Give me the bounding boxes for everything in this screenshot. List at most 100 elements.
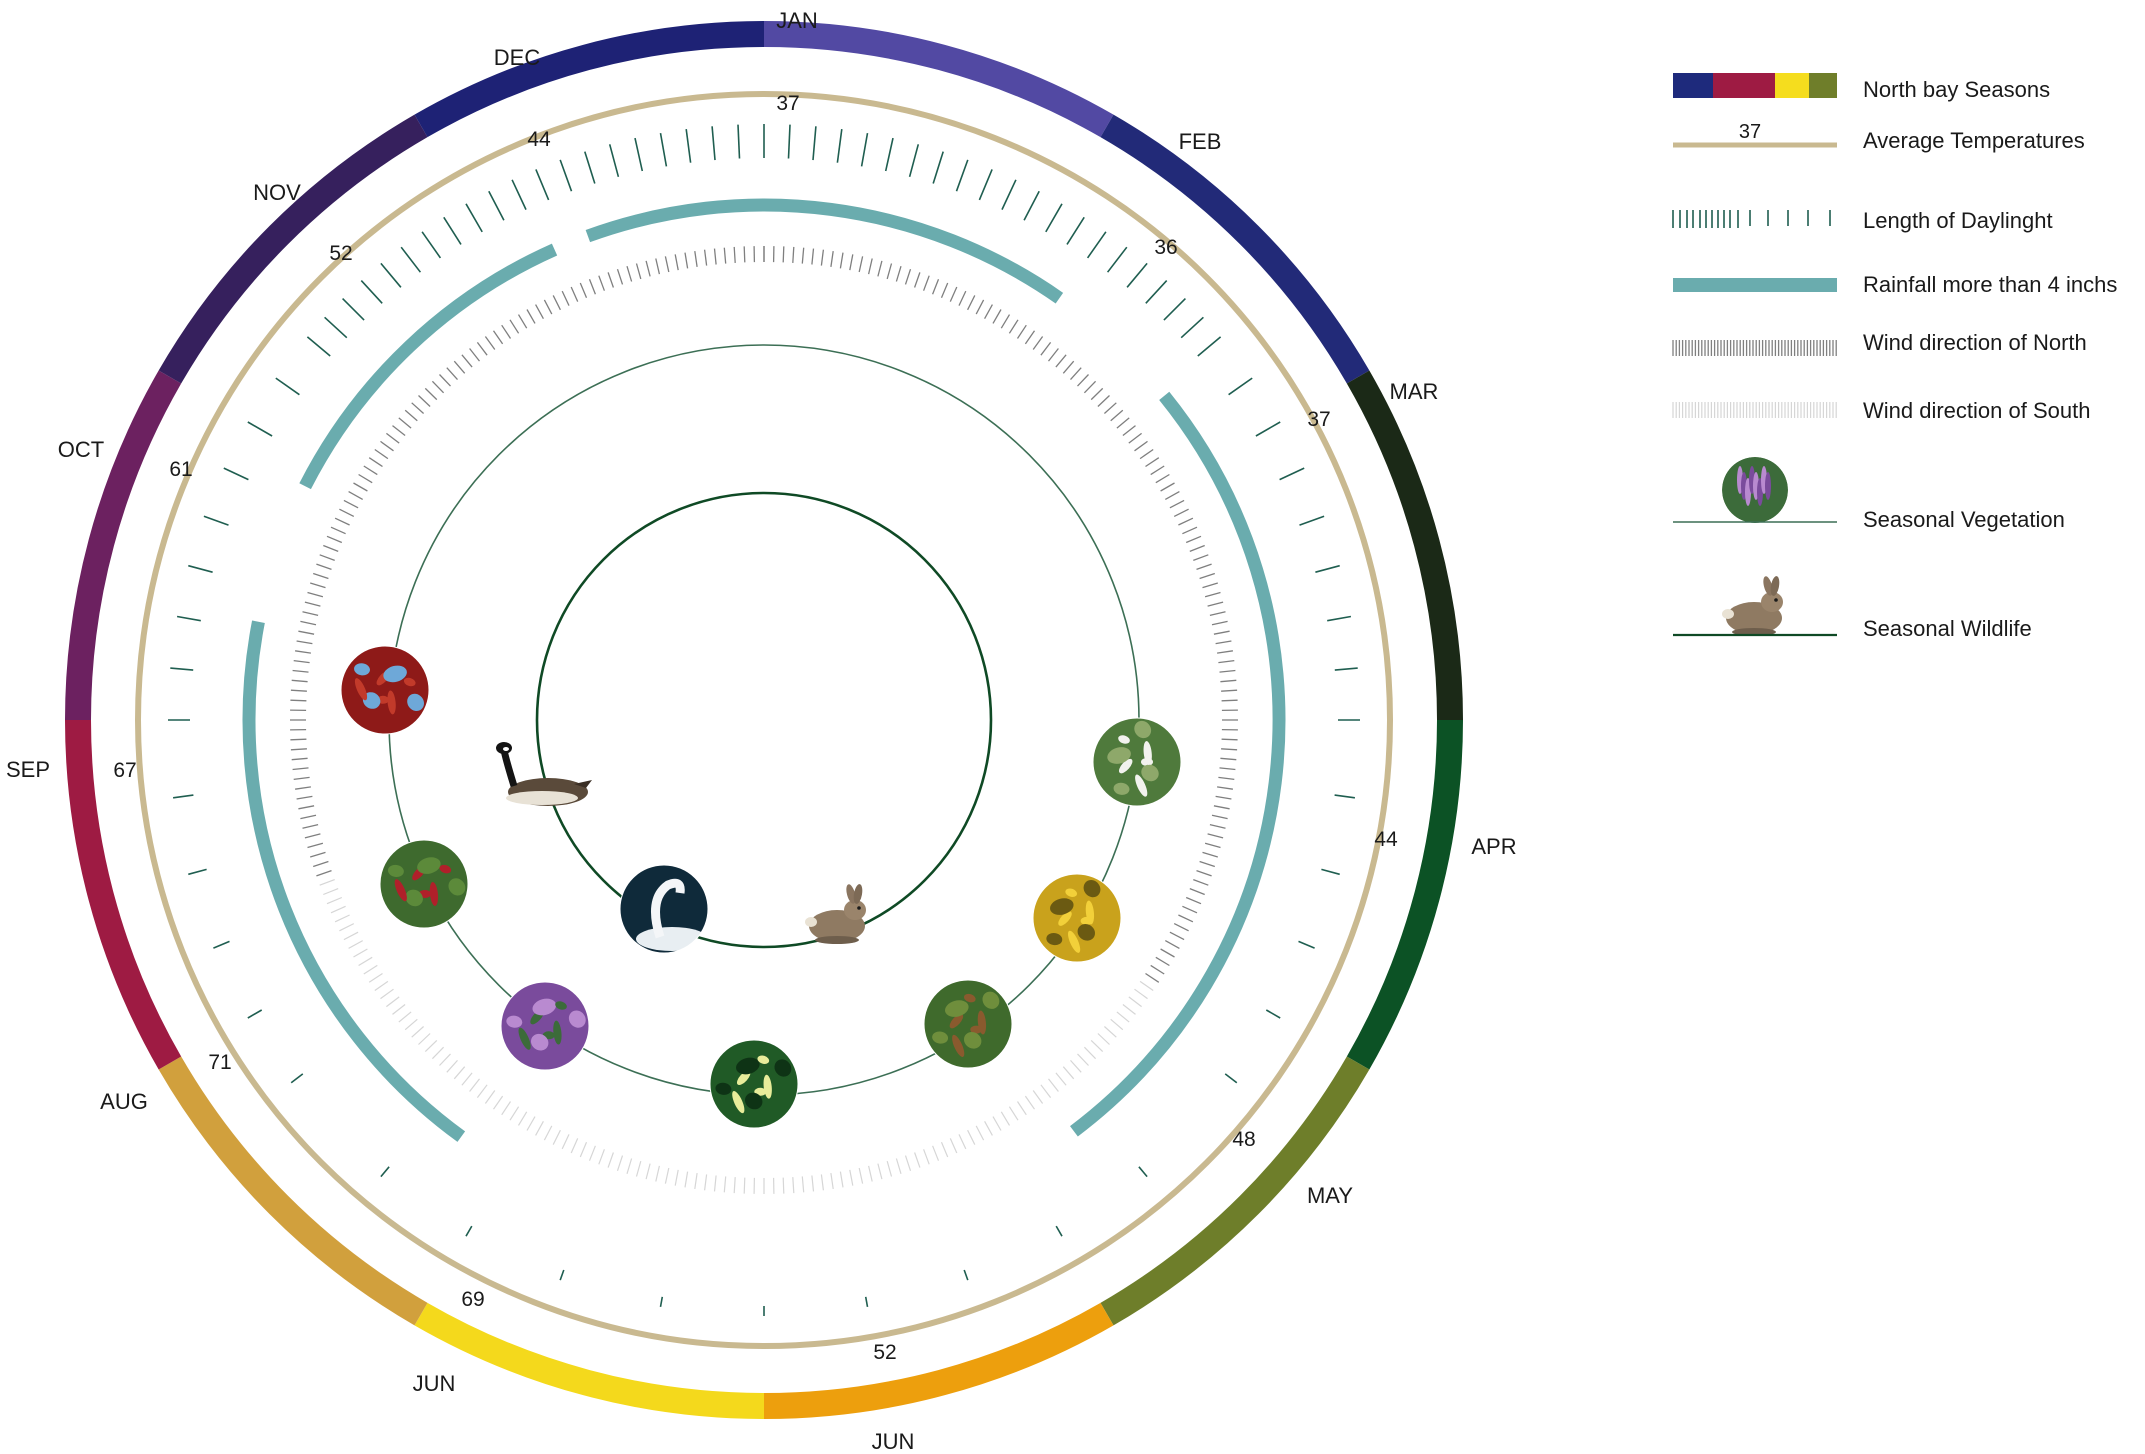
wind-tick — [655, 1165, 660, 1182]
wind-tick — [561, 1134, 570, 1150]
wind-tick — [1207, 833, 1224, 839]
daylight-tick — [1066, 216, 1085, 245]
wildlife-icons — [496, 742, 866, 954]
wind-tick — [469, 1078, 480, 1092]
wind-tick — [404, 409, 418, 422]
wind-tick — [1204, 842, 1221, 849]
wind-tick — [1040, 342, 1052, 356]
daylight-tick — [380, 1166, 390, 1178]
wind-tick — [932, 1145, 940, 1161]
daylight-tick — [787, 124, 791, 159]
wind-tick — [1221, 689, 1238, 692]
wind-tick — [1139, 980, 1154, 991]
wind-tick — [1178, 517, 1194, 526]
wind-tick — [949, 286, 958, 302]
temperature-label: 44 — [527, 128, 551, 151]
wind-tick — [461, 1072, 473, 1086]
daylight-tick — [1334, 667, 1358, 671]
wind-tick — [839, 1171, 844, 1188]
wind-tick — [1032, 336, 1044, 350]
wind-tick — [339, 508, 355, 517]
wind-tick — [1090, 387, 1104, 401]
wind-tick — [1193, 878, 1209, 886]
wind-tick — [1160, 482, 1175, 492]
wind-tick — [1145, 457, 1160, 468]
wind-tick — [1008, 319, 1019, 334]
wind-tick — [1103, 402, 1117, 414]
daylight-tick — [1197, 336, 1222, 357]
wind-tick — [830, 251, 834, 267]
legend-item-temperature: 37 Average Temperatures — [1673, 121, 2085, 153]
wind-tick — [290, 689, 307, 692]
legend-label-seasons: North bay Seasons — [1863, 77, 2050, 102]
wind-tick — [439, 1053, 451, 1066]
wind-tick — [704, 1174, 708, 1191]
daylight-tick — [1315, 564, 1340, 573]
wind-tick — [645, 260, 651, 277]
wind-tick — [1047, 348, 1059, 362]
month-label: NOV — [253, 180, 301, 205]
wind-tick — [300, 620, 317, 626]
wind-tick — [1083, 380, 1097, 394]
legend-temperature-sample: 37 — [1739, 121, 1761, 143]
wind-tick — [307, 842, 324, 849]
wind-tick — [323, 888, 339, 896]
wind-tick — [316, 869, 332, 877]
daylight-tick — [737, 124, 741, 159]
temperature-label: 67 — [113, 759, 136, 782]
daylight-tick — [465, 203, 483, 233]
season-swatch — [1673, 73, 1713, 98]
wind-tick — [1202, 851, 1218, 858]
temperature-label: 36 — [1154, 236, 1177, 259]
wind-tick — [293, 659, 310, 664]
season-segment — [1346, 370, 1463, 721]
wind-tick — [319, 879, 335, 886]
wind-tick — [1169, 499, 1185, 509]
wind-tick — [635, 263, 642, 280]
wind-tick — [626, 266, 633, 282]
month-label: AUG — [100, 1089, 148, 1114]
fern-shrub-photo — [924, 980, 1012, 1068]
wildlife-ring-line — [535, 491, 993, 949]
month-label: MAR — [1390, 379, 1439, 404]
wind-tick — [1221, 738, 1238, 741]
daylight-tick — [176, 615, 201, 622]
wind-tick — [1220, 679, 1237, 683]
daylight-tick — [711, 126, 716, 161]
wind-tick — [1189, 544, 1205, 553]
wind-tick — [1055, 354, 1067, 368]
daylight-tick — [306, 336, 331, 357]
wind-tick — [492, 330, 504, 345]
wind-tick — [1221, 748, 1238, 751]
wind-tick — [1077, 374, 1089, 387]
wind-tick — [339, 923, 355, 932]
wind-tick — [645, 1163, 651, 1180]
season-segment — [763, 1302, 1114, 1419]
wind-tick — [310, 582, 326, 589]
wind-tick — [801, 1176, 805, 1193]
wind-tick — [923, 1149, 930, 1165]
wind-tick — [493, 1095, 504, 1110]
wind-tick — [476, 342, 488, 356]
wind-tick — [684, 252, 689, 269]
wind-tick — [392, 1004, 406, 1015]
daylight-tick — [535, 169, 550, 201]
rainfall-arc — [242, 620, 466, 1142]
daylight-tick — [247, 421, 273, 437]
wind-tick — [1097, 395, 1110, 407]
wind-tick — [543, 1125, 553, 1141]
wind-tick — [1189, 887, 1205, 896]
legend: North bay Seasons 37 Average Temperature… — [1672, 73, 2117, 641]
wind-tick — [374, 448, 389, 460]
daylight-tick — [1299, 515, 1325, 526]
wind-tick — [886, 1160, 893, 1177]
wind-tick — [713, 248, 717, 265]
daylight-tick — [213, 940, 230, 949]
wind-tick — [1016, 324, 1027, 339]
temperature-label: 52 — [873, 1341, 896, 1364]
daylight-tick — [978, 169, 993, 201]
daylight-tick — [290, 1073, 304, 1084]
wind-tick — [469, 348, 481, 362]
wind-tick — [291, 757, 308, 761]
daylight-tick — [380, 262, 402, 288]
